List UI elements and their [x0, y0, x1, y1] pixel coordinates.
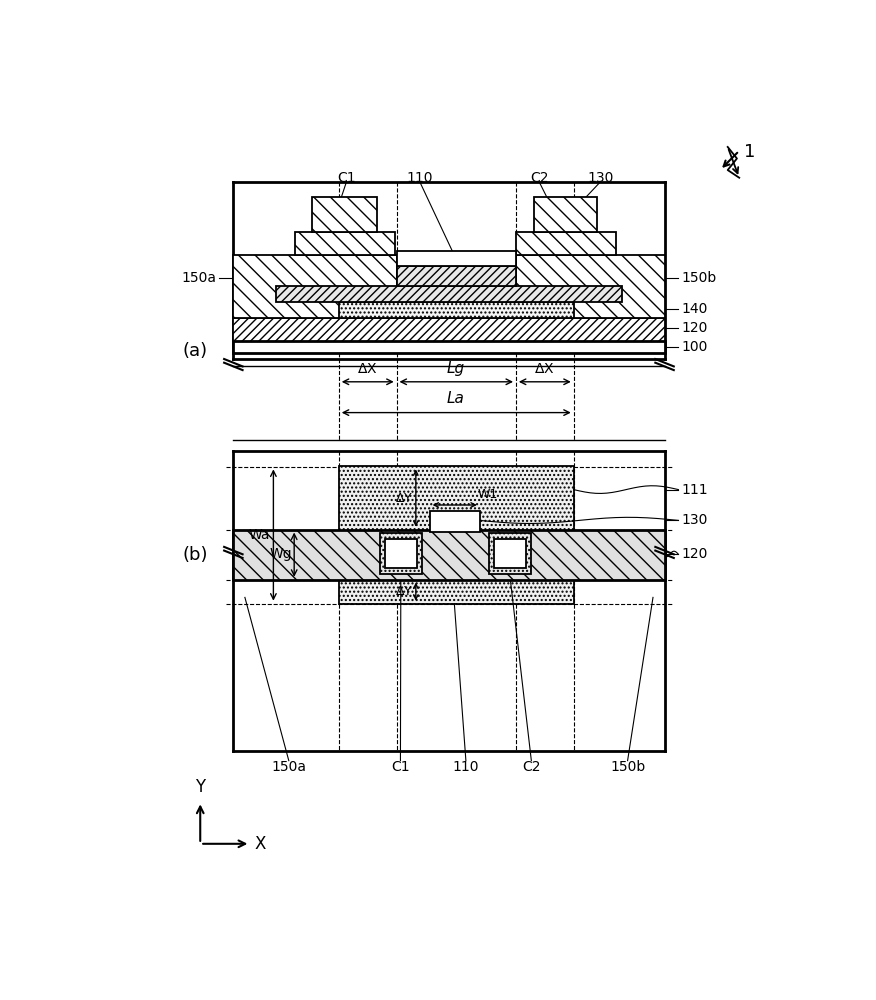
- Text: $\Delta$Y: $\Delta$Y: [395, 585, 413, 598]
- Text: 150a: 150a: [181, 271, 216, 285]
- Bar: [276, 286, 622, 302]
- Text: 1: 1: [744, 143, 755, 161]
- Bar: [233, 318, 665, 341]
- Text: $\Delta$X: $\Delta$X: [534, 362, 555, 376]
- Bar: [516, 255, 665, 318]
- Text: La: La: [447, 391, 465, 406]
- Bar: [516, 232, 616, 255]
- Text: Wa: Wa: [248, 528, 270, 542]
- Text: 111: 111: [682, 483, 708, 497]
- Text: 130: 130: [588, 171, 614, 185]
- Bar: [233, 255, 397, 318]
- Text: C1: C1: [337, 171, 356, 185]
- Bar: [233, 341, 665, 353]
- Text: W1: W1: [477, 488, 498, 501]
- Bar: [295, 232, 395, 255]
- Bar: [339, 302, 574, 318]
- Bar: [397, 266, 516, 286]
- Bar: [385, 539, 417, 568]
- Text: (a): (a): [183, 342, 208, 360]
- Bar: [233, 530, 665, 580]
- Text: 120: 120: [682, 321, 708, 335]
- Text: 110: 110: [453, 760, 479, 774]
- Text: Y: Y: [195, 778, 205, 796]
- Text: 130: 130: [682, 513, 708, 527]
- Bar: [397, 255, 516, 302]
- Text: X: X: [254, 835, 265, 853]
- Text: 120: 120: [682, 547, 708, 561]
- Bar: [494, 539, 526, 568]
- Text: 150a: 150a: [272, 760, 307, 774]
- Text: 110: 110: [406, 171, 433, 185]
- Bar: [533, 197, 597, 232]
- Text: 150b: 150b: [682, 271, 717, 285]
- Text: 140: 140: [682, 302, 708, 316]
- Text: $\Delta$Y: $\Delta$Y: [395, 492, 413, 505]
- Text: Wg: Wg: [269, 547, 292, 561]
- Bar: [397, 251, 516, 266]
- Bar: [430, 511, 480, 532]
- Text: C2: C2: [530, 171, 548, 185]
- Text: 100: 100: [682, 340, 708, 354]
- Text: Lg: Lg: [447, 361, 465, 376]
- Bar: [379, 533, 422, 574]
- Text: C2: C2: [522, 760, 540, 774]
- Bar: [489, 533, 532, 574]
- Text: $\Delta$X: $\Delta$X: [357, 362, 378, 376]
- Text: (b): (b): [182, 546, 208, 564]
- Text: 150b: 150b: [610, 760, 646, 774]
- Text: C1: C1: [391, 760, 410, 774]
- Bar: [339, 466, 574, 604]
- Bar: [312, 197, 378, 232]
